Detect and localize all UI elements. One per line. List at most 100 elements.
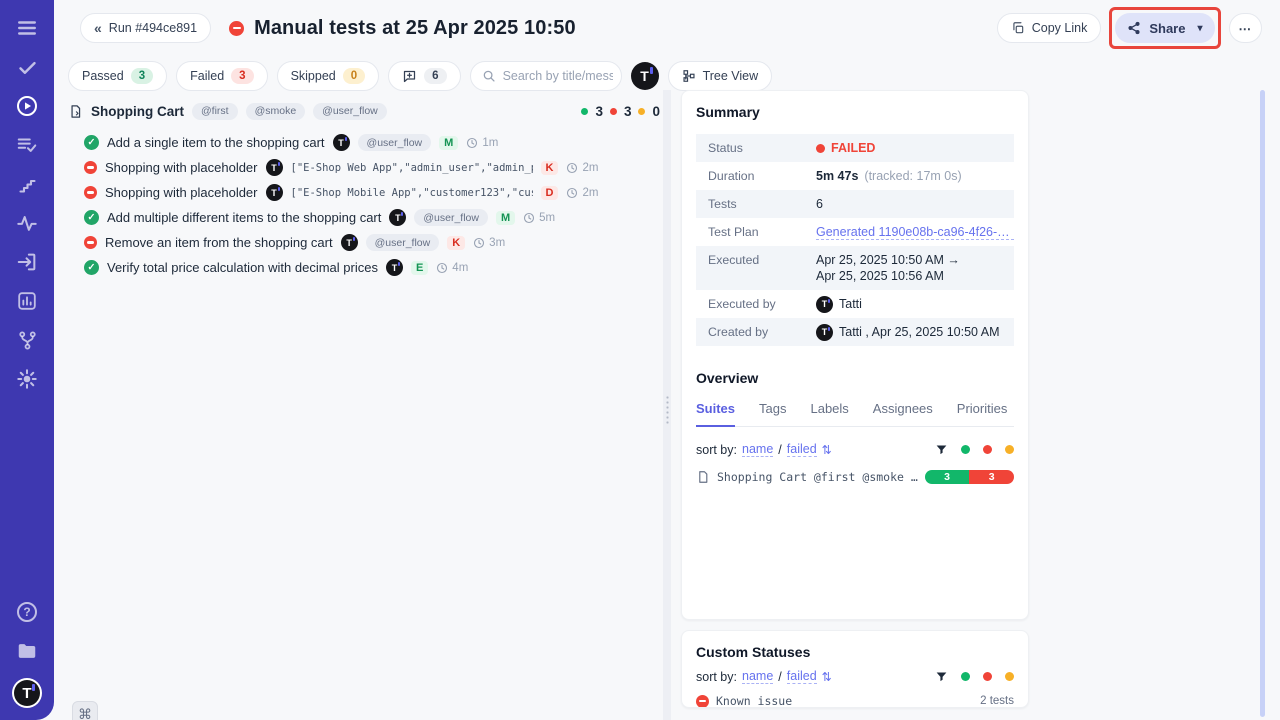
tab-tags[interactable]: Tags xyxy=(759,401,787,416)
summary-row-executed: Executed Apr 25, 2025 10:50 AM → Apr 25,… xyxy=(696,246,1014,290)
tests-icon[interactable] xyxy=(15,55,39,79)
suite-passed-count: 3 xyxy=(595,103,603,119)
comment-plus-icon xyxy=(402,69,417,84)
overview-suite-row[interactable]: Shopping Cart @first @smoke … 3 3 xyxy=(696,470,1014,484)
tests-value: 6 xyxy=(816,197,823,211)
failed-filter-dot[interactable] xyxy=(983,445,992,454)
suite-tag[interactable]: @smoke xyxy=(245,102,306,120)
branches-icon[interactable] xyxy=(15,328,39,352)
clock-icon xyxy=(474,237,485,248)
executed-by-value: T Tatti xyxy=(816,295,862,313)
passed-filter-dot[interactable] xyxy=(961,672,970,681)
test-row[interactable]: ✓ Add multiple different items to the sh… xyxy=(68,205,660,230)
avatar-letter: T xyxy=(640,68,649,84)
test-row[interactable]: Shopping with placeholder T ["E-Shop Web… xyxy=(68,155,660,180)
passed-count-badge: 3 xyxy=(130,68,154,84)
assignee-avatar-filter[interactable]: T xyxy=(630,62,659,90)
summary-heading: Summary xyxy=(696,104,760,120)
share-button[interactable]: Share ▾ xyxy=(1115,13,1215,43)
test-example-args: ["E-Shop Web App","admin_user","admin_pa… xyxy=(290,161,533,174)
sort-direction-icon[interactable]: ⇅ xyxy=(821,442,832,457)
sort-by-failed-link[interactable]: failed xyxy=(786,669,817,684)
test-row[interactable]: ✓ Add a single item to the shopping cart… xyxy=(68,130,660,155)
import-icon[interactable] xyxy=(15,250,39,274)
summary-row-tests: Tests 6 xyxy=(696,190,1014,218)
share-icon xyxy=(1127,21,1141,35)
copy-link-label: Copy Link xyxy=(1031,21,1088,35)
failed-bar-segment: 3 xyxy=(969,470,1014,484)
failed-status-icon xyxy=(84,186,97,199)
test-duration: 2m xyxy=(566,162,598,174)
skipped-filter-dot[interactable] xyxy=(1005,672,1014,681)
filter-skipped-button[interactable]: Skipped 0 xyxy=(276,61,380,91)
test-row[interactable]: Remove an item from the shopping cart T … xyxy=(68,230,660,255)
clock-icon xyxy=(567,187,578,198)
test-plan-link[interactable]: Generated 1190e08b-ca96-4f26-b10f-d6dc..… xyxy=(816,225,1014,240)
app-logo[interactable]: T xyxy=(12,678,42,708)
overview-heading: Overview xyxy=(696,370,759,386)
run-id-button[interactable]: « Run #494ce891 xyxy=(80,13,212,43)
suite-tag[interactable]: @first xyxy=(192,102,238,120)
summary-row-executed-by: Executed by T Tatti xyxy=(708,295,862,313)
custom-status-row[interactable]: Known issue 2 tests xyxy=(696,694,1014,707)
test-tag[interactable]: @user_flow xyxy=(365,234,440,251)
vertical-scrollbar[interactable] xyxy=(1260,90,1265,717)
menu-icon[interactable] xyxy=(15,16,39,40)
more-actions-button[interactable]: ⋯ xyxy=(1228,13,1262,43)
run-id-label: Run #494ce891 xyxy=(108,21,198,35)
steps-icon[interactable] xyxy=(15,172,39,196)
run-queue-icon[interactable] xyxy=(15,133,39,157)
search-input[interactable] xyxy=(502,69,613,83)
failed-dot xyxy=(816,143,825,153)
tree-view-button[interactable]: Tree View xyxy=(667,61,773,91)
skipped-filter-dot[interactable] xyxy=(1005,445,1014,454)
sort-by-name-link[interactable]: name xyxy=(742,442,774,457)
suite-results-bar[interactable]: 3 3 xyxy=(924,470,1014,484)
summary-row-testplan: Test Plan Generated 1190e08b-ca96-4f26-b… xyxy=(696,218,1014,246)
projects-icon[interactable] xyxy=(15,639,39,663)
panel-resizer[interactable] xyxy=(663,90,671,720)
tree-view-icon xyxy=(682,69,696,83)
filter-failed-button[interactable]: Failed 3 xyxy=(176,61,268,91)
passed-filter-dot[interactable] xyxy=(961,445,970,454)
failed-status-icon xyxy=(696,694,709,707)
test-row[interactable]: Shopping with placeholder T ["E-Shop Mob… xyxy=(68,180,660,205)
custom-statuses-heading: Custom Statuses xyxy=(696,644,811,660)
sort-by-failed-link[interactable]: failed xyxy=(786,442,817,457)
sort-direction-icon[interactable]: ⇅ xyxy=(821,669,832,684)
copy-link-button[interactable]: Copy Link xyxy=(996,13,1102,43)
filter-passed-button[interactable]: Passed 3 xyxy=(68,61,168,91)
custom-status-badge: M xyxy=(495,210,516,225)
runs-icon[interactable] xyxy=(15,94,39,118)
sort-by-name-link[interactable]: name xyxy=(742,669,774,684)
keyboard-shortcuts-button[interactable]: ⌘ xyxy=(72,701,98,720)
analytics-icon[interactable] xyxy=(15,289,39,313)
tab-assignees[interactable]: Assignees xyxy=(872,401,933,416)
test-tag[interactable]: @user_flow xyxy=(357,134,432,151)
test-row[interactable]: ✓ Verify total price calculation with de… xyxy=(68,255,660,280)
passed-label: Passed xyxy=(82,69,124,83)
tab-labels[interactable]: Labels xyxy=(810,401,849,416)
custom-status-badge: E xyxy=(410,260,429,275)
skipped-count-badge: 0 xyxy=(342,68,366,84)
overview-filter-toggles xyxy=(935,443,1014,456)
suite-tag[interactable]: @user_flow xyxy=(313,102,387,120)
comments-filter-button[interactable]: 6 xyxy=(388,61,461,91)
funnel-icon[interactable] xyxy=(935,443,948,456)
suite-file-icon xyxy=(68,104,83,119)
test-duration: 2m xyxy=(566,187,598,199)
share-dropdown-caret[interactable]: ▾ xyxy=(1197,22,1203,34)
help-icon[interactable]: ? xyxy=(15,600,39,624)
tab-priorities[interactable]: Priorities xyxy=(956,401,1008,416)
funnel-icon[interactable] xyxy=(935,670,948,683)
pulse-icon[interactable] xyxy=(15,211,39,235)
test-duration: 1m xyxy=(466,137,498,149)
assignee-avatar: T xyxy=(265,184,283,201)
tab-suites[interactable]: Suites xyxy=(696,401,736,427)
resizer-grip-icon[interactable] xyxy=(664,395,670,425)
failed-label: Failed xyxy=(190,69,225,83)
settings-icon[interactable] xyxy=(15,367,39,391)
failed-filter-dot[interactable] xyxy=(983,672,992,681)
test-tag[interactable]: @user_flow xyxy=(414,209,488,226)
suite-header[interactable]: Shopping Cart @first @smoke @user_flow 3… xyxy=(68,100,660,122)
